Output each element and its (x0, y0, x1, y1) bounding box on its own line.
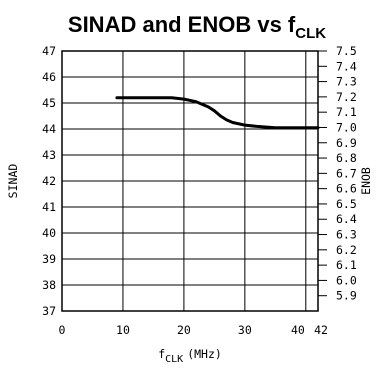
y2-tick-label: 6.9 (336, 136, 357, 150)
y-tick-label: 45 (42, 96, 56, 110)
plot-frame (61, 50, 319, 312)
y2-tick-label: 7.0 (336, 120, 357, 134)
y2-tick-label: 6.2 (336, 243, 357, 257)
series-layer (115, 96, 320, 130)
x-tick-label: 10 (116, 323, 130, 337)
y2-tick-label: 6.4 (336, 212, 357, 226)
grid-layer (62, 50, 318, 312)
chart-title: SINAD and ENOB vs fCLK (68, 12, 326, 42)
y2-tick-label: 6.8 (336, 151, 357, 165)
x-axis-label-subscript: CLK (165, 354, 183, 365)
y2-tick-marks: 5.96.06.16.26.36.46.56.66.76.86.97.07.17… (318, 44, 357, 303)
y2-tick-label: 5.9 (336, 289, 357, 303)
x-axis-label-unit: (MHz) (187, 347, 222, 361)
x-tick-label: 42 (314, 323, 328, 337)
x-tick-label: 40 (291, 323, 305, 337)
y-tick-label: 38 (42, 278, 56, 292)
y-tick-label: 37 (42, 304, 56, 318)
y2-tick-label: 6.3 (336, 228, 357, 242)
y2-tick-label: 7.1 (336, 105, 357, 119)
y2-tick-label: 6.6 (336, 182, 357, 196)
chart-title-main: SINAD and ENOB vs f (68, 12, 296, 37)
y-tick-label: 40 (42, 226, 56, 240)
x-tick-labels: 0 10 20 30 40 42 (59, 323, 328, 337)
y-axis-label: SINAD (6, 164, 20, 199)
y-tick-label: 39 (42, 252, 56, 266)
y-tick-label: 47 (42, 44, 56, 58)
y-tick-labels: 37 38 39 40 41 42 43 44 45 46 47 (42, 44, 56, 318)
y2-tick-label: 7.5 (336, 44, 357, 58)
y-tick-label: 42 (42, 174, 56, 188)
x-tick-label: 30 (238, 323, 252, 337)
y2-tick-label: 6.1 (336, 258, 357, 272)
y-tick-label: 44 (42, 122, 56, 136)
x-tick-label: 0 (59, 323, 66, 337)
x-axis-label: fCLK (MHz) (158, 347, 222, 365)
x-tick-label: 20 (177, 323, 191, 337)
y-tick-label: 41 (42, 200, 56, 214)
x-axis-label-main: f (158, 347, 165, 361)
y2-axis-label: ENOB (359, 167, 373, 195)
y2-tick-label: 6.5 (336, 197, 357, 211)
y2-tick-label: 7.4 (336, 59, 357, 73)
y-tick-label: 46 (42, 70, 56, 84)
y2-tick-label: 6.0 (336, 273, 357, 287)
y2-tick-label: 6.7 (336, 166, 357, 180)
chart-title-subscript: CLK (295, 25, 326, 42)
y2-tick-label: 7.3 (336, 75, 357, 89)
sinad-series-line (115, 96, 320, 130)
y-tick-label: 43 (42, 148, 56, 162)
y2-tick-label: 7.2 (336, 90, 357, 104)
